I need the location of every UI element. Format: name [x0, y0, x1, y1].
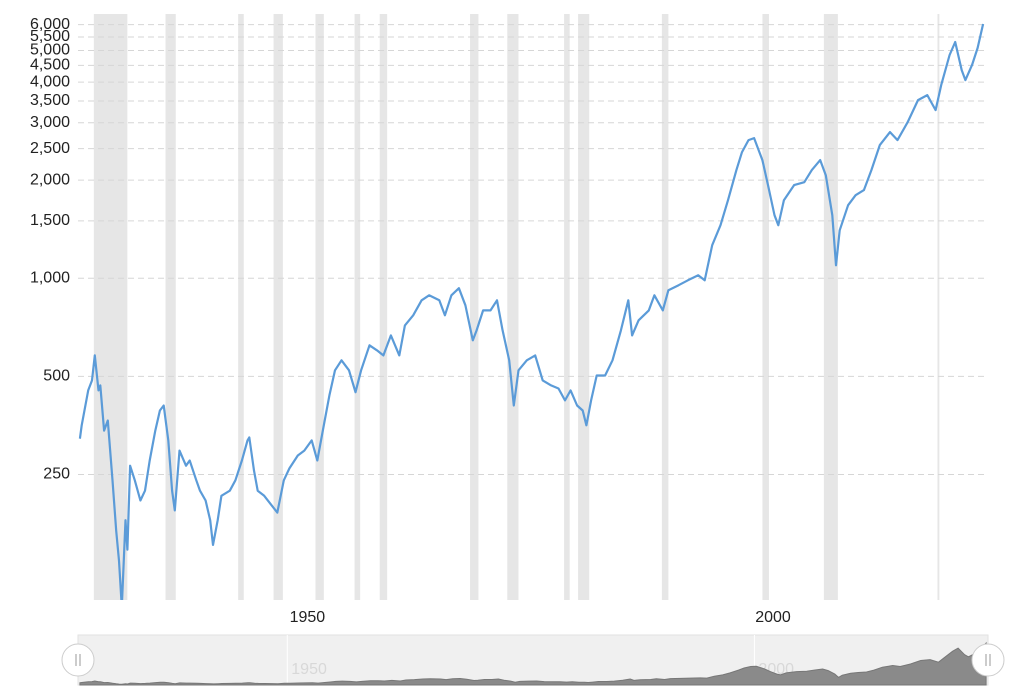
y-tick-label: 3,000: [30, 114, 70, 131]
y-tick-label: 4,000: [30, 73, 70, 90]
navigator-handle-left[interactable]: [61, 643, 95, 677]
recession-band: [578, 14, 590, 600]
grid: [78, 24, 985, 475]
y-tick-label: 4,500: [30, 57, 70, 74]
plot: [78, 23, 985, 600]
navigator-handles: [61, 643, 1005, 677]
y-tick-label: 1,000: [30, 269, 70, 286]
y-tick-label: 2,500: [30, 140, 70, 157]
price-line: [78, 23, 985, 600]
recession-band: [470, 14, 479, 600]
navigator-area: [79, 641, 987, 686]
recession-band: [762, 14, 769, 600]
y-tick-label: 2,000: [30, 171, 70, 188]
recession-band: [93, 14, 128, 600]
recession-bands: [93, 14, 940, 600]
recession-band: [273, 14, 283, 600]
y-tick-label: 5,500: [30, 28, 70, 45]
y-tick-label: 500: [43, 368, 70, 385]
y-tick-label: 3,500: [30, 92, 70, 109]
navigator-label: 1950: [291, 661, 327, 678]
x-tick-label: 2000: [755, 609, 791, 626]
navigator[interactable]: 1950 2000: [77, 634, 989, 686]
navigator-handle-right[interactable]: [971, 643, 1005, 677]
y-tick-label: 5,000: [30, 42, 70, 59]
recession-band: [165, 14, 176, 600]
recession-band: [354, 14, 361, 600]
x-tick-label: 1950: [290, 609, 326, 626]
axes: 250 500 1,000 1,500 2,000 2,500 3,000 3,500 4,00…: [30, 16, 791, 626]
y-tick-label: 250: [43, 466, 70, 483]
recession-band: [564, 14, 570, 600]
recession-band: [238, 14, 244, 600]
recession-band: [661, 14, 669, 600]
recession-band: [507, 14, 519, 600]
y-tick-label: 1,500: [30, 212, 70, 229]
recession-band: [379, 14, 388, 600]
recession-band: [823, 14, 838, 600]
recession-band: [937, 14, 940, 600]
y-tick-label: 6,000: [30, 16, 70, 33]
recession-band: [315, 14, 324, 600]
